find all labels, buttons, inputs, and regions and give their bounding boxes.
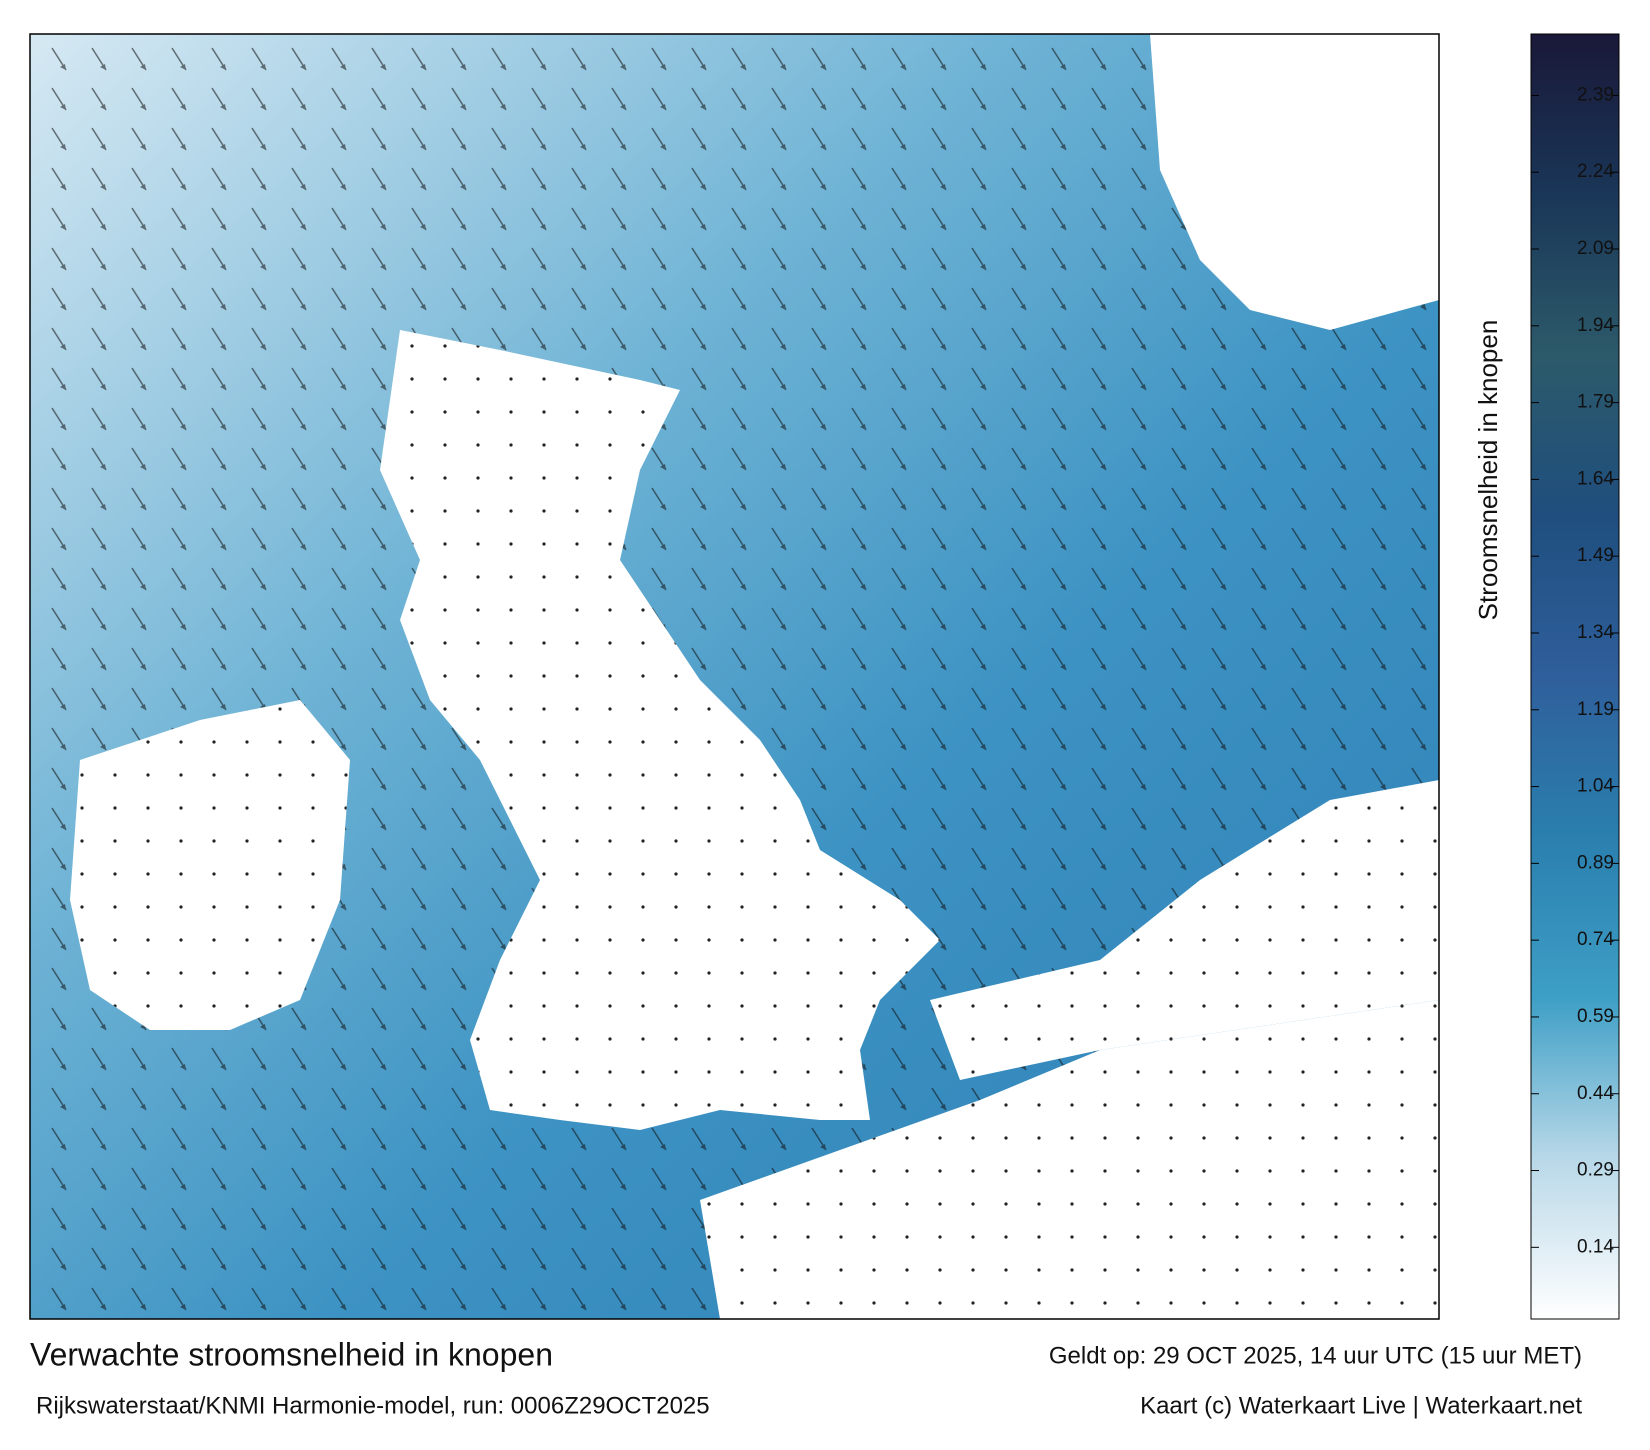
colorbar-tick-label: 0.29 bbox=[1577, 1160, 1614, 1181]
land bbox=[1150, 34, 1439, 330]
colorbar-tick-label: 1.04 bbox=[1577, 776, 1614, 797]
land-grid bbox=[700, 1000, 1439, 1319]
map-frame bbox=[29, 33, 1440, 1320]
subtitle: Rijkswaterstaat/KNMI Harmonie-model, run… bbox=[36, 1392, 710, 1419]
colorbar-tick-label: 1.64 bbox=[1577, 468, 1614, 489]
colorbar-tick-label: 1.94 bbox=[1577, 315, 1614, 336]
colorbar-tick-label: 2.09 bbox=[1577, 238, 1614, 259]
colorbar-tick-label: 2.24 bbox=[1577, 161, 1614, 182]
colorbar-tick-label: 0.89 bbox=[1577, 852, 1614, 873]
colorbar-label: Stroomsnelheid in knopen bbox=[1473, 320, 1503, 621]
colorbar-tick-label: 0.44 bbox=[1577, 1083, 1614, 1104]
title: Verwachte stroomsnelheid in knopen bbox=[30, 1336, 553, 1372]
land-grid bbox=[70, 700, 350, 1030]
colorbar-tick-label: 1.49 bbox=[1577, 545, 1614, 566]
colorbar: 0.14 0.29 0.44 0.59 0.74 0.89 1.04 1.19 1.34 1.49… bbox=[1530, 33, 1620, 1320]
colorbar-tick-label: 1.19 bbox=[1577, 699, 1614, 720]
valid-time: Geldt op: 29 OCT 2025, 14 uur UTC (15 uu… bbox=[1049, 1342, 1582, 1369]
land-grid bbox=[930, 780, 1439, 1080]
land-grid bbox=[380, 330, 940, 1130]
colorbar-tick-label: 0.14 bbox=[1577, 1236, 1614, 1257]
credit: Kaart (c) Waterkaart Live | Waterkaart.n… bbox=[1140, 1392, 1582, 1419]
colorbar-fill bbox=[1530, 33, 1620, 1320]
colorbar-tick-label: 0.74 bbox=[1577, 929, 1614, 950]
map bbox=[30, 34, 1439, 1319]
colorbar-tick-label: 1.79 bbox=[1577, 392, 1614, 413]
colorbar-tick-label: 0.59 bbox=[1577, 1006, 1614, 1027]
colorbar-tick-label: 2.39 bbox=[1577, 84, 1614, 105]
colorbar-tick-label: 1.34 bbox=[1577, 622, 1614, 643]
